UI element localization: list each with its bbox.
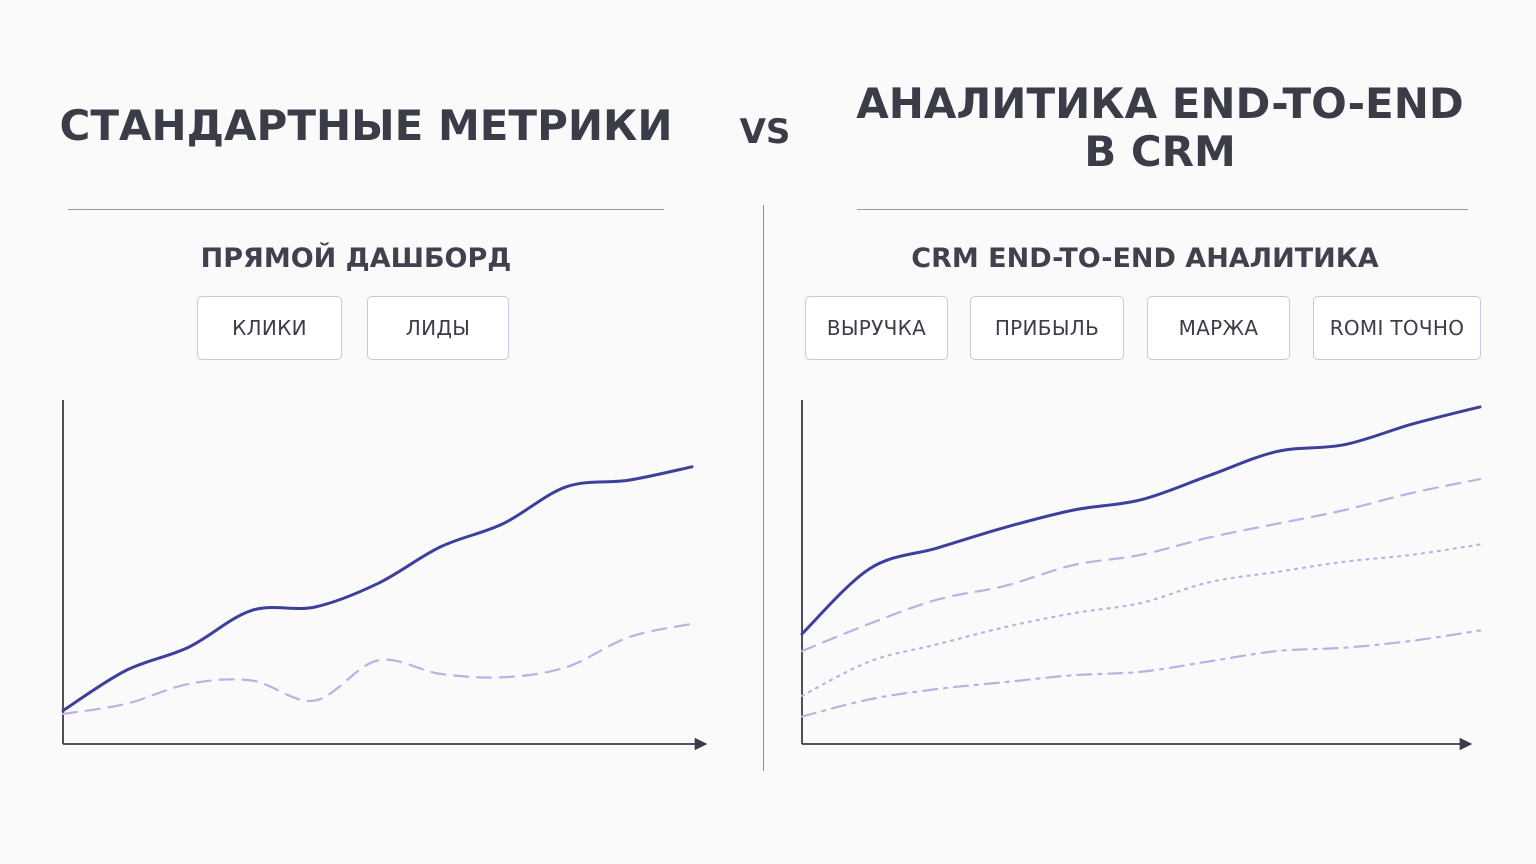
right-title-line1: АНАЛИТИКА END-TO-END	[856, 79, 1464, 128]
vs-label: VS	[739, 112, 791, 152]
tag-romi: ROMI ТОЧНО	[1313, 296, 1481, 360]
right-series-dotted-line	[800, 543, 1482, 697]
tag-clicks: КЛИКИ	[197, 296, 342, 360]
right-panel-title: АНАЛИТИКА END-TO-END В CRM	[840, 80, 1480, 176]
tag-leads: ЛИДЫ	[367, 296, 509, 360]
right-series-dashed-line	[800, 478, 1482, 653]
tag-margin: МАРЖА	[1147, 296, 1290, 360]
left-line-chart	[61, 400, 708, 751]
right-title-line2: В CRM	[1084, 127, 1236, 176]
left-series-dashed-line	[61, 622, 694, 715]
left-divider-line	[68, 209, 664, 210]
right-series-solid-line	[800, 405, 1482, 636]
center-vertical-divider	[763, 205, 764, 771]
right-panel-subtitle: CRM END-TO-END АНАЛИТИКА	[911, 243, 1379, 274]
left-panel-subtitle: ПРЯМОЙ ДАШБОРД	[200, 243, 512, 274]
tag-profit: ПРИБЫЛЬ	[970, 296, 1124, 360]
right-divider-line	[857, 209, 1468, 210]
right-line-chart	[800, 400, 1482, 751]
left-series-solid-line	[61, 465, 694, 713]
tag-revenue: ВЫРУЧКА	[805, 296, 948, 360]
left-panel-title: СТАНДАРТНЫЕ МЕТРИКИ	[59, 101, 673, 150]
right-series-dashdot-line	[800, 629, 1482, 718]
